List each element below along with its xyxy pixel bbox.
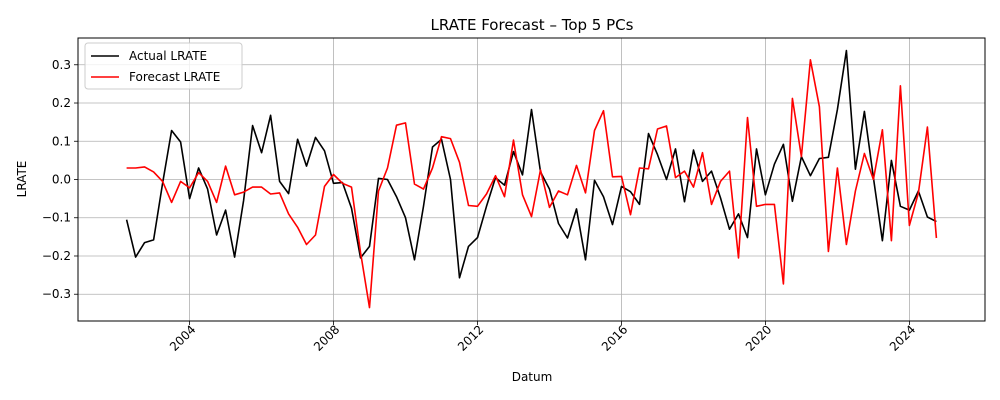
y-tick-label: 0.1 [52,134,71,148]
series-line-forecast [126,58,938,309]
y-axis: −0.3 −0.2 −0.1 0.0 0.1 0.2 0.3 [42,58,78,301]
legend: Actual LRATE Forecast LRATE [84,42,243,90]
legend-label-forecast: Forecast LRATE [129,70,220,84]
y-tick-label: −0.1 [42,211,71,225]
y-tick-label: 0.2 [52,96,71,110]
chart-title: LRATE Forecast – Top 5 PCs [431,16,634,34]
grid [78,38,985,321]
y-tick-label: −0.3 [42,287,71,301]
y-axis-title: LRATE [15,161,29,198]
y-tick-label: 0.3 [52,58,71,72]
y-tick-label: −0.2 [42,249,71,263]
legend-label-actual: Actual LRATE [129,49,207,63]
legend-box [84,42,243,90]
y-tick-label: 0.0 [52,173,71,187]
x-axis-title: Datum [512,370,553,384]
series-layer [125,49,938,309]
